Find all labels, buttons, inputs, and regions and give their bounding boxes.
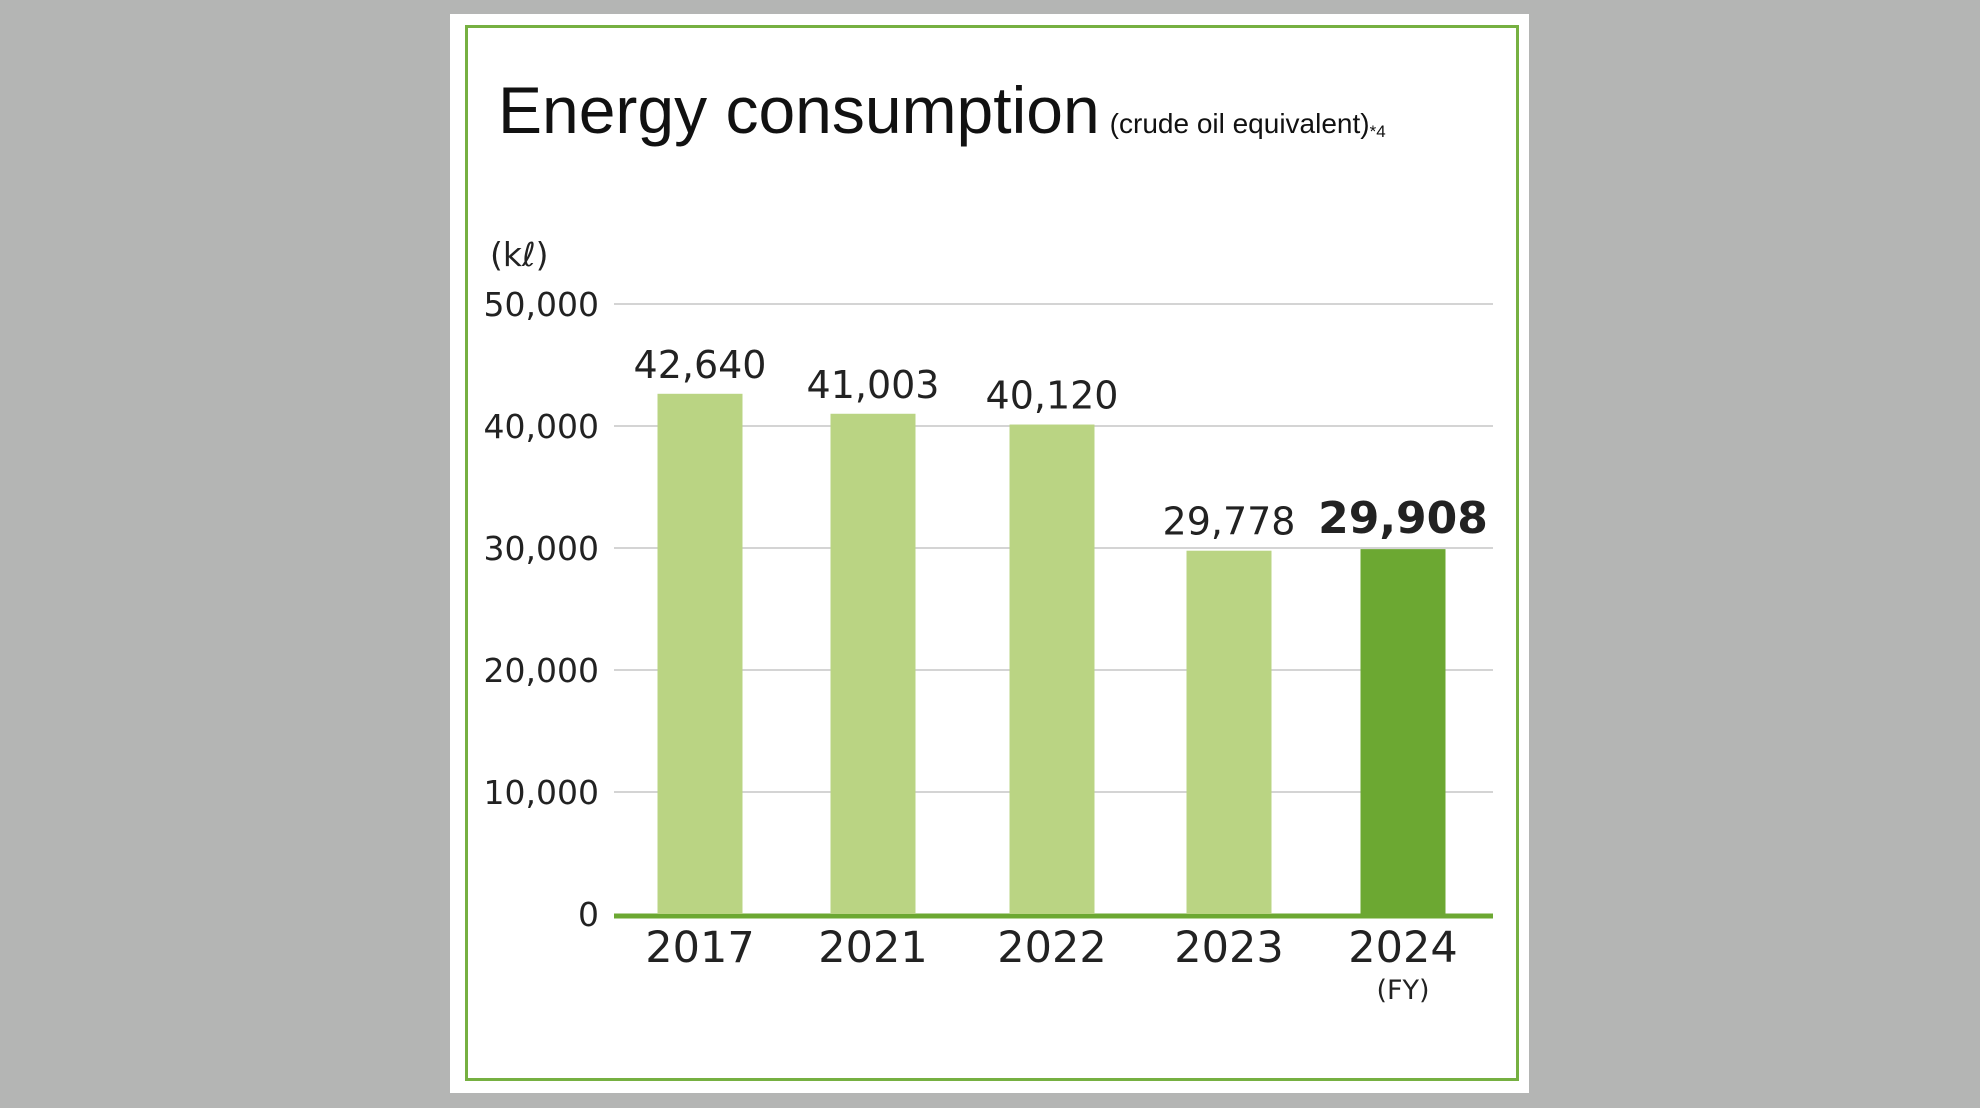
x-axis-ticks: 2017 2021 2022 2023 2024: [645, 923, 1457, 973]
x-tick-label: 2021: [818, 923, 927, 973]
value-labels: 42,640 41,003 40,120 29,778 29,908: [634, 343, 1488, 544]
y-tick-label: 40,000: [484, 407, 599, 446]
chart-panel: [450, 14, 1529, 1093]
bar-2017: [657, 393, 743, 914]
value-label: 41,003: [807, 363, 940, 407]
bar-2024: [1360, 549, 1446, 914]
bars: [657, 393, 1446, 914]
footnote-marker: *4: [1369, 122, 1386, 142]
x-unit-label: (FY): [1376, 975, 1429, 1006]
x-tick-label: 2023: [1174, 923, 1283, 973]
title-main: Energy consumption: [498, 73, 1100, 147]
y-tick-label: 50,000: [484, 285, 599, 324]
value-label: 29,778: [1163, 500, 1296, 544]
title-subtitle: (crude oil equivalent): [1109, 108, 1370, 139]
bar-2022: [1009, 424, 1095, 914]
value-label: 42,640: [634, 343, 767, 387]
x-tick-label: 2024: [1348, 923, 1457, 973]
x-tick-label: 2022: [997, 923, 1106, 973]
value-label: 40,120: [986, 374, 1119, 418]
y-tick-label: 30,000: [484, 529, 599, 568]
chart-title: Energy consumption (crude oil equivalent)…: [498, 72, 1386, 148]
value-label: 29,908: [1318, 493, 1488, 544]
bar-2021: [830, 413, 916, 914]
x-tick-label: 2017: [645, 923, 754, 973]
y-unit-label: (kℓ): [490, 235, 549, 274]
y-tick-label: 0: [578, 895, 599, 934]
bar-2023: [1186, 550, 1272, 914]
y-tick-label: 10,000: [484, 773, 599, 812]
y-tick-label: 20,000: [484, 651, 599, 690]
chart-frame: [465, 25, 1519, 1081]
y-axis-ticks: 0 10,000 20,000 30,000 40,000 50,000: [484, 285, 599, 934]
